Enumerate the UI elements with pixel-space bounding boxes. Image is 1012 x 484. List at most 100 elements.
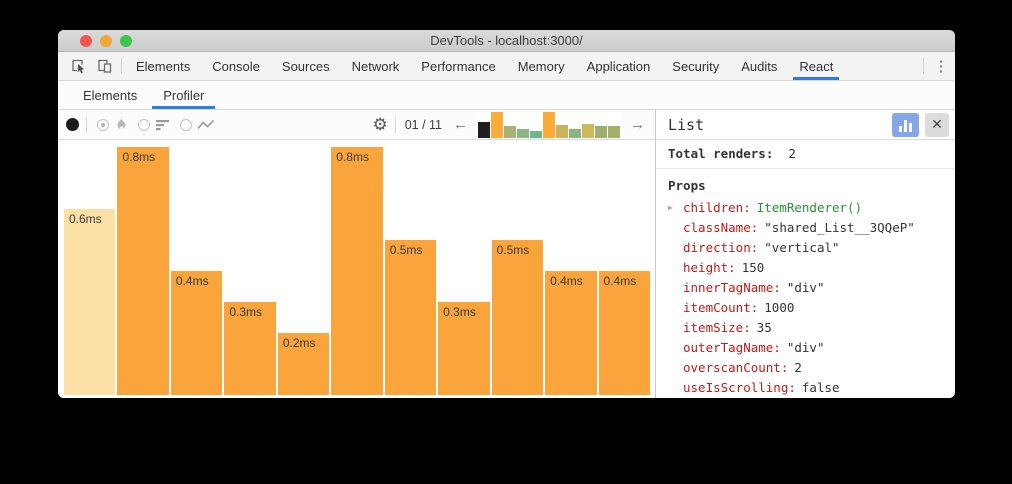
prop-value: "vertical" xyxy=(764,240,840,255)
prop-value: ItemRenderer() xyxy=(756,200,863,215)
expand-spacer xyxy=(668,278,683,298)
close-panel-button[interactable]: ✕ xyxy=(925,112,949,137)
commit-bar-6[interactable]: 0.8ms xyxy=(331,147,383,395)
tab-audits[interactable]: Audits xyxy=(741,58,778,74)
snapshot-position: 01 / 11 xyxy=(404,117,442,132)
prop-row-children: ▶ children: ItemRenderer() xyxy=(668,198,943,218)
prop-value: 35 xyxy=(756,320,772,335)
expand-arrow-icon[interactable]: ▶ xyxy=(668,203,673,212)
profiler-left-pane: ⚙ 01 / 11 ← → 0.6ms 0.8ms 0.4ms 0.3ms 0.2ms 0… xyxy=(58,110,655,398)
close-window-button[interactable] xyxy=(80,34,92,47)
detail-panel-body: Total renders: 2 Props ▶ children: ItemRen… xyxy=(656,140,955,398)
view-option-ranked[interactable] xyxy=(138,118,170,131)
commit-bar-3[interactable]: 0.4ms xyxy=(170,271,223,395)
prop-value: 1000 xyxy=(764,300,795,315)
next-snapshot-button[interactable]: → xyxy=(630,116,645,133)
view-option-flamegraph[interactable] xyxy=(97,117,128,132)
tab-react[interactable]: React xyxy=(788,52,844,80)
react-subtabs: Elements Profiler xyxy=(70,81,217,109)
total-renders-row: Total renders: 2 xyxy=(656,140,955,169)
snapshot-bar-9[interactable] xyxy=(582,123,594,138)
record-button[interactable] xyxy=(66,118,79,131)
snapshot-bar-10[interactable] xyxy=(595,125,607,138)
view-component-chart-button[interactable] xyxy=(892,112,919,137)
commit-bar-11[interactable]: 0.4ms xyxy=(598,271,650,395)
commit-bar-5[interactable]: 0.2ms xyxy=(277,333,330,395)
subtab-profiler[interactable]: Profiler xyxy=(150,81,217,109)
prop-row-innerTagName: innerTagName: "div" xyxy=(668,278,943,298)
expand-spacer xyxy=(668,258,683,278)
settings-gear-icon[interactable]: ⚙ xyxy=(372,115,388,134)
prop-value: 2 xyxy=(794,360,802,375)
bar-duration-label: 0.8ms xyxy=(122,150,156,164)
snapshot-bar-4[interactable] xyxy=(517,128,529,138)
commit-bar-7[interactable]: 0.5ms xyxy=(384,240,437,395)
tab-sources[interactable]: Sources xyxy=(281,58,330,74)
prop-row-useIsScrolling: useIsScrolling: false xyxy=(668,378,943,398)
prop-value: false xyxy=(801,380,840,395)
bar-chart-icon xyxy=(909,122,912,132)
tab-performance[interactable]: Performance xyxy=(421,58,496,74)
flamegraph-radio[interactable] xyxy=(97,118,109,131)
profiler-toolbar: ⚙ 01 / 11 ← → xyxy=(58,110,655,140)
minimize-window-button[interactable] xyxy=(100,34,112,47)
device-toolbar-button[interactable] xyxy=(92,52,118,80)
expand-spacer xyxy=(668,238,683,258)
snapshot-bar-1[interactable] xyxy=(478,121,490,138)
prop-value: "div" xyxy=(786,340,825,355)
prop-row-direction: direction: "vertical" xyxy=(668,238,943,258)
snapshot-bar-6[interactable] xyxy=(543,111,555,138)
commit-bar-8[interactable]: 0.3ms xyxy=(438,302,490,395)
snapshot-bar-11[interactable] xyxy=(608,125,620,138)
commit-bar-4[interactable]: 0.3ms xyxy=(224,302,276,395)
prop-key: outerTagName: xyxy=(683,340,781,355)
subtab-elements[interactable]: Elements xyxy=(83,87,138,103)
prop-value: "div" xyxy=(786,280,825,295)
prop-key: innerTagName: xyxy=(683,280,781,295)
prop-row-height: height: 150 xyxy=(668,258,943,278)
flamegraph-chart: 0.6ms 0.8ms 0.4ms 0.3ms 0.2ms 0.8ms 0.5ms 0.3ms… xyxy=(58,140,655,398)
expand-spacer xyxy=(668,318,683,338)
tab-console[interactable]: Console xyxy=(212,58,260,74)
commit-bar-1[interactable]: 0.6ms xyxy=(64,209,116,395)
tab-security[interactable]: Security xyxy=(672,58,720,74)
inspect-element-button[interactable] xyxy=(66,52,92,80)
view-option-interactions[interactable] xyxy=(180,118,215,131)
prop-key: direction: xyxy=(683,240,759,255)
titlebar: DevTools - localhost:3000/ xyxy=(58,30,955,52)
snapshot-bar-3[interactable] xyxy=(504,125,516,138)
more-options-button[interactable]: ⋮ xyxy=(933,58,949,75)
commit-bar-2[interactable]: 0.8ms xyxy=(117,147,169,395)
prop-row-overscanCount: overscanCount: 2 xyxy=(668,358,943,378)
commit-bar-9[interactable]: 0.5ms xyxy=(491,240,544,395)
react-subtabbar: Elements Profiler xyxy=(58,81,955,110)
prev-snapshot-button[interactable]: ← xyxy=(453,116,468,133)
tab-memory[interactable]: Memory xyxy=(517,58,565,74)
bar-duration-label: 0.5ms xyxy=(389,243,423,257)
inspect-icon xyxy=(72,59,85,74)
interactions-radio[interactable] xyxy=(180,118,192,131)
total-renders-label: Total renders: xyxy=(668,146,774,161)
bar-duration-label: 0.4ms xyxy=(550,274,583,288)
snapshot-bar-2[interactable] xyxy=(491,111,503,138)
prop-value: 150 xyxy=(741,260,765,275)
devtools-tabbar: Elements Console Sources Network Performance… xyxy=(58,52,955,81)
tab-network[interactable]: Network xyxy=(351,58,400,74)
tab-application[interactable]: Application xyxy=(586,58,651,74)
ranked-radio[interactable] xyxy=(138,118,150,131)
flamegraph-bars: 0.6ms 0.8ms 0.4ms 0.3ms 0.2ms 0.8ms 0.5ms 0.3ms… xyxy=(64,145,650,395)
snapshot-bar-5[interactable] xyxy=(530,130,542,138)
bar-duration-label: 0.2ms xyxy=(282,336,316,350)
snapshot-bar-7[interactable] xyxy=(556,124,568,138)
devtools-tabs: Elements Console Sources Network Performance… xyxy=(125,52,844,80)
zoom-window-button[interactable] xyxy=(120,34,132,47)
snapshot-bar-8[interactable] xyxy=(569,128,581,138)
total-renders-count: 2 xyxy=(788,146,796,161)
commit-bar-10[interactable]: 0.4ms xyxy=(545,271,597,395)
tab-elements[interactable]: Elements xyxy=(136,58,191,74)
prop-key: useIsScrolling: xyxy=(683,380,796,395)
snapshot-selector[interactable] xyxy=(477,111,621,138)
component-detail-panel: List ✕ Total renders: 2 Props ▶ children:… xyxy=(655,110,955,398)
expand-spacer xyxy=(668,218,683,238)
toolbar-divider xyxy=(121,58,122,74)
